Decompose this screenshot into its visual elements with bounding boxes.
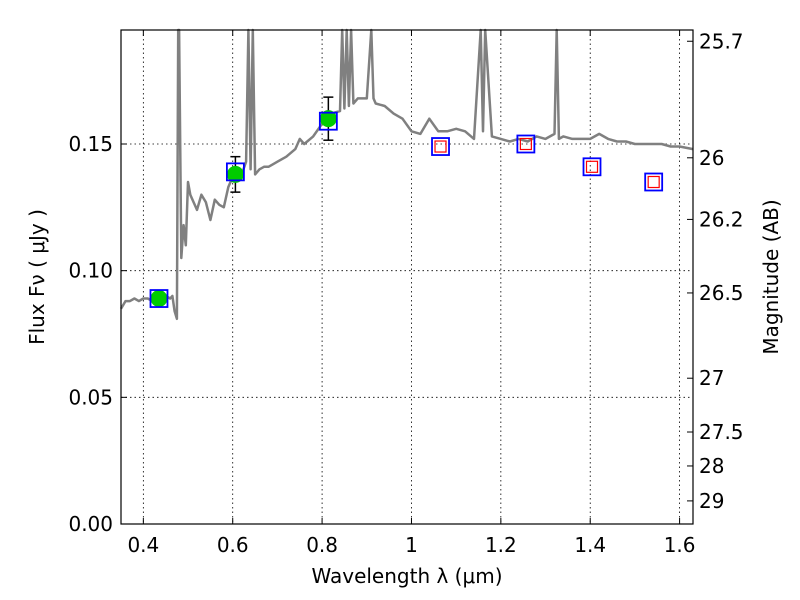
model-box (516, 134, 536, 154)
axis-ticks: 0.4 0.6 0.8 1 1.2 1.4 1.6 0.00 0.05 0.10 0.15 25.7 2… (68, 29, 743, 557)
x-axis-label: Wavelength λ (μm) (311, 564, 502, 588)
model-box (149, 289, 169, 308)
x-tick-label: 1 (405, 533, 418, 557)
y2-tick-label: 26 (699, 146, 724, 170)
y-tick-label: 0.15 (68, 132, 113, 156)
model-box (318, 111, 338, 131)
y2-tick-label: 29 (699, 489, 724, 513)
photometry-points (149, 96, 664, 308)
model-box-inner (434, 140, 447, 153)
plot-frame (120, 29, 694, 525)
y2-tick-label: 26.2 (699, 207, 744, 231)
y-tick-label: 0.10 (68, 259, 113, 283)
y-tick-label: 0.00 (68, 512, 113, 536)
x-tick-label: 0.6 (217, 533, 249, 557)
y-tick-label: 0.05 (68, 385, 113, 409)
model-box (644, 172, 664, 192)
model-box (225, 162, 245, 182)
y2-tick-label: 27.5 (699, 420, 744, 444)
x-tick-label: 1.2 (485, 533, 517, 557)
model-box-inner (647, 175, 660, 189)
x-tick-label: 0.4 (127, 533, 159, 557)
model-box (431, 137, 450, 156)
x-tick-label: 0.8 (306, 533, 338, 557)
model-box-inner (585, 160, 599, 173)
observed-point (150, 290, 168, 308)
y2-axis-label: Magnitude (AB) (759, 199, 783, 354)
model-box (582, 157, 602, 177)
y2-tick-label: 26.5 (699, 281, 744, 305)
model-box-inner (519, 137, 532, 151)
y-axis-label: Flux Fν ( μJy ) (25, 209, 49, 345)
x-tick-label: 1.4 (574, 533, 606, 557)
y2-tick-label: 28 (699, 454, 724, 478)
y2-tick-label: 25.7 (699, 29, 744, 53)
x-tick-label: 1.6 (664, 533, 696, 557)
y2-tick-label: 27 (699, 366, 724, 390)
